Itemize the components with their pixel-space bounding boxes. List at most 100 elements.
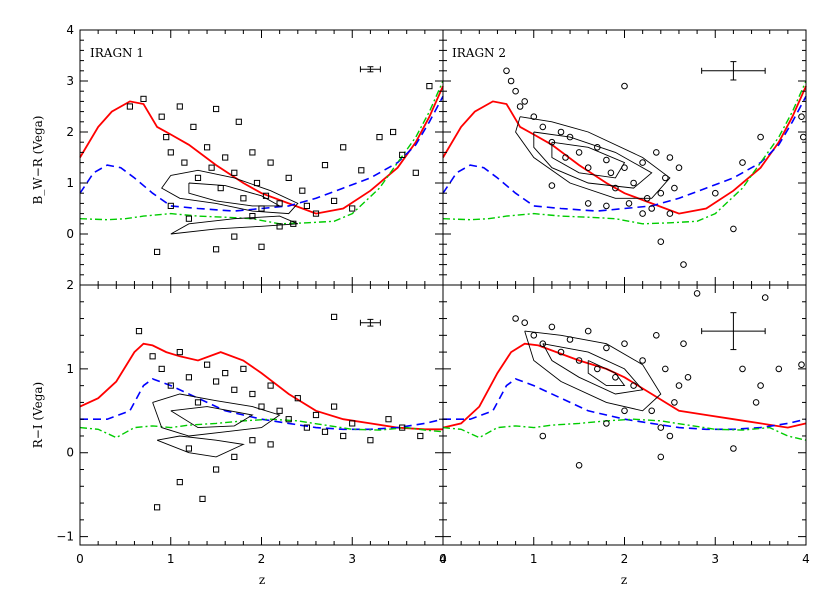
data-point — [167, 149, 174, 156]
data-point — [612, 374, 619, 381]
contour-line — [188, 182, 282, 207]
contour-line — [156, 435, 245, 458]
data-point — [181, 159, 188, 166]
series-line-red-solid — [79, 85, 444, 215]
data-point — [235, 118, 242, 125]
data-point — [285, 416, 292, 423]
data-point — [566, 133, 574, 141]
series-line-red-solid — [442, 342, 807, 429]
y-tick-label: 3 — [66, 74, 74, 88]
x-tick-label: 2 — [621, 552, 629, 566]
data-point — [176, 479, 183, 486]
data-point — [539, 340, 547, 348]
data-point — [798, 361, 805, 369]
data-point — [249, 149, 256, 156]
data-point — [303, 202, 310, 210]
data-point — [276, 200, 283, 207]
data-point — [653, 332, 660, 339]
data-point — [653, 149, 660, 156]
data-point — [276, 223, 283, 230]
series-line-red-solid — [79, 342, 443, 431]
panel-iragn2-bw-r — [442, 29, 807, 286]
data-point — [249, 437, 256, 444]
contour-line — [551, 141, 626, 179]
data-point — [639, 357, 646, 364]
data-point — [584, 200, 592, 207]
series-line-blue-dashed — [443, 378, 807, 431]
x-tick-label: 0 — [76, 552, 84, 566]
data-point — [321, 428, 329, 435]
data-point — [321, 162, 329, 169]
data-point — [190, 123, 197, 131]
data-point — [262, 192, 270, 199]
data-point — [267, 441, 274, 448]
data-point — [630, 179, 637, 187]
data-point — [231, 453, 238, 460]
data-point — [594, 365, 601, 373]
contour-line — [170, 215, 298, 235]
data-point — [299, 187, 306, 194]
data-point — [557, 128, 565, 136]
x-tick-label: 2 — [258, 552, 266, 566]
x-axis-title-right: z — [621, 573, 627, 587]
data-point — [222, 154, 229, 161]
x-tick-label: 1 — [530, 552, 538, 566]
data-point — [639, 159, 646, 166]
data-point — [603, 344, 610, 352]
data-point — [739, 365, 746, 373]
data-point — [367, 437, 374, 444]
data-point — [539, 432, 547, 440]
data-point — [358, 167, 365, 174]
panel-title-iragn2: IRAGN 2 — [452, 46, 506, 60]
data-point — [290, 220, 297, 227]
data-point — [521, 319, 529, 327]
series-line-blue-dashed — [79, 95, 444, 212]
data-point — [666, 432, 674, 440]
data-point — [149, 353, 156, 360]
data-point — [249, 390, 256, 398]
data-point — [584, 327, 592, 335]
panel-iragn1-bw-r: 0 1 2 3 4 — [66, 23, 444, 286]
data-point — [294, 395, 301, 402]
data-point — [204, 144, 211, 151]
data-point — [680, 340, 687, 348]
x-tick-label: 1 — [167, 552, 175, 566]
contour-line — [515, 116, 671, 199]
data-point — [258, 205, 265, 212]
data-point — [412, 169, 419, 176]
data-point — [258, 243, 265, 250]
data-point — [194, 399, 202, 406]
y-tick-label: 2 — [66, 278, 74, 292]
data-point — [126, 103, 134, 110]
data-point — [548, 182, 556, 189]
data-point — [648, 407, 656, 415]
data-point — [603, 420, 610, 427]
panel-iragn2-r-i: 0 1 2 3 4 — [439, 284, 810, 566]
data-point — [757, 133, 764, 141]
contour-line — [533, 131, 653, 189]
data-point — [503, 67, 510, 75]
x-tick-label: 4 — [439, 552, 447, 566]
data-point — [208, 164, 215, 171]
data-point — [798, 113, 805, 120]
data-point — [621, 407, 628, 415]
data-point — [680, 261, 687, 268]
data-point — [693, 290, 701, 297]
data-point — [213, 378, 220, 385]
data-point — [775, 365, 783, 373]
data-point — [231, 386, 238, 393]
data-point — [267, 382, 274, 389]
data-point — [512, 315, 519, 322]
data-point — [516, 103, 524, 110]
data-point — [684, 374, 692, 381]
data-point — [657, 453, 665, 461]
data-point — [349, 205, 356, 212]
data-point — [662, 365, 669, 373]
data-point — [666, 210, 674, 217]
series-line-green-dashdot — [442, 80, 807, 225]
data-point — [154, 504, 161, 511]
data-point — [730, 225, 737, 233]
y-tick-label: 1 — [66, 176, 74, 190]
data-point — [331, 313, 338, 320]
data-point — [231, 169, 238, 176]
